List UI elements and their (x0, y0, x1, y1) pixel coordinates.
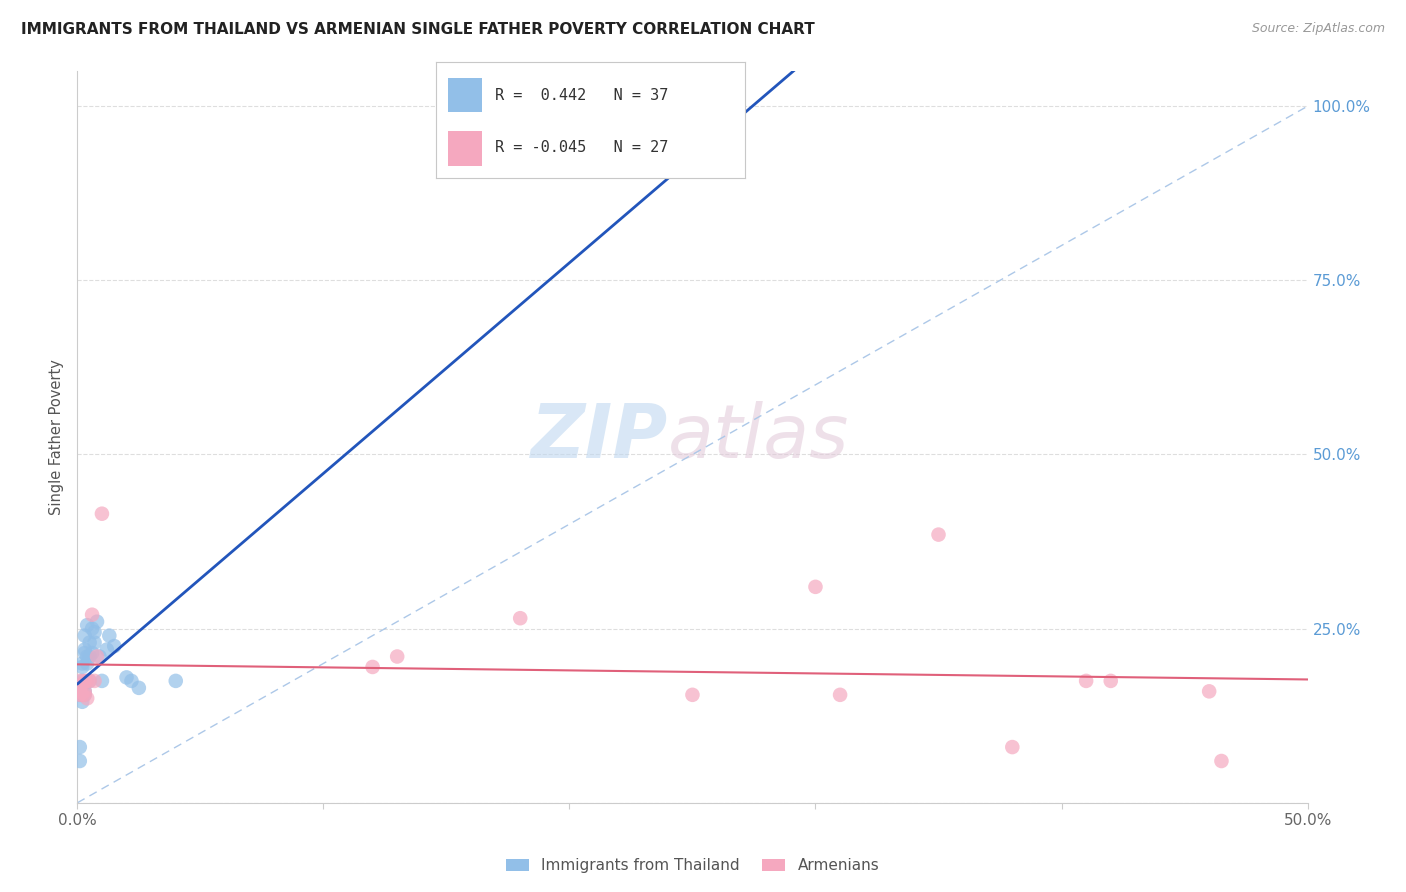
Point (82, 622, 104, 636)
Point (73, 673, 96, 688)
Text: IMMIGRANTS FROM THAILAND VS ARMENIAN SINGLE FATHER POVERTY CORRELATION CHART: IMMIGRANTS FROM THAILAND VS ARMENIAN SIN… (21, 22, 815, 37)
Point (70, 688, 93, 702)
Point (682, 688, 704, 702)
Point (79, 673, 101, 688)
Point (509, 611, 531, 625)
Point (121, 673, 143, 688)
Point (69, 684, 91, 698)
Point (165, 673, 187, 688)
Point (70, 657, 93, 671)
Point (79, 649, 101, 664)
Legend: Immigrants from Thailand, Armenians: Immigrants from Thailand, Armenians (499, 852, 886, 880)
Point (90, 673, 114, 688)
Point (69, 688, 91, 702)
Point (76, 691, 98, 706)
Point (79, 673, 101, 688)
Point (69, 673, 91, 688)
Text: R = -0.045   N = 27: R = -0.045 N = 27 (495, 140, 668, 155)
Point (89, 649, 111, 664)
Point (70, 677, 93, 691)
Point (69, 740, 91, 755)
Point (70, 673, 93, 688)
Point (82, 607, 104, 622)
Point (69, 684, 91, 698)
Point (96, 642, 118, 657)
Bar (449, 78, 482, 112)
Point (73, 688, 96, 702)
Point (90, 507, 114, 521)
Point (76, 649, 98, 664)
Point (83, 673, 105, 688)
Text: ZIP: ZIP (530, 401, 668, 474)
Point (1076, 673, 1098, 688)
Text: R =  0.442   N = 37: R = 0.442 N = 37 (495, 88, 668, 103)
Point (103, 639, 125, 653)
Point (830, 688, 852, 702)
Point (1001, 740, 1024, 755)
Point (76, 618, 98, 632)
Point (928, 527, 950, 541)
Point (361, 660, 384, 674)
Point (70, 688, 93, 702)
Y-axis label: Single Father Poverty: Single Father Poverty (49, 359, 65, 515)
Point (1099, 673, 1122, 688)
Point (86, 615, 108, 629)
Point (69, 754, 91, 768)
Text: atlas: atlas (668, 401, 849, 473)
Point (70, 660, 93, 674)
Point (73, 646, 96, 660)
Point (69, 688, 91, 702)
Point (73, 688, 96, 702)
Point (83, 635, 105, 649)
Point (804, 580, 827, 594)
Point (128, 681, 150, 695)
Point (86, 649, 108, 664)
Point (73, 684, 96, 698)
Point (73, 629, 96, 643)
Point (76, 673, 98, 688)
Point (76, 657, 98, 671)
Point (706, 113, 728, 128)
Point (1198, 684, 1220, 698)
Point (115, 670, 138, 684)
Text: Source: ZipAtlas.com: Source: ZipAtlas.com (1251, 22, 1385, 36)
Point (83, 625, 105, 640)
Point (98, 629, 121, 643)
Point (79, 635, 101, 649)
Point (70, 677, 93, 691)
Point (1211, 754, 1233, 768)
Point (73, 642, 96, 657)
Point (73, 677, 96, 691)
Point (82, 646, 104, 660)
Point (73, 684, 96, 698)
Bar (449, 131, 482, 166)
Point (387, 649, 409, 664)
Point (70, 695, 93, 709)
